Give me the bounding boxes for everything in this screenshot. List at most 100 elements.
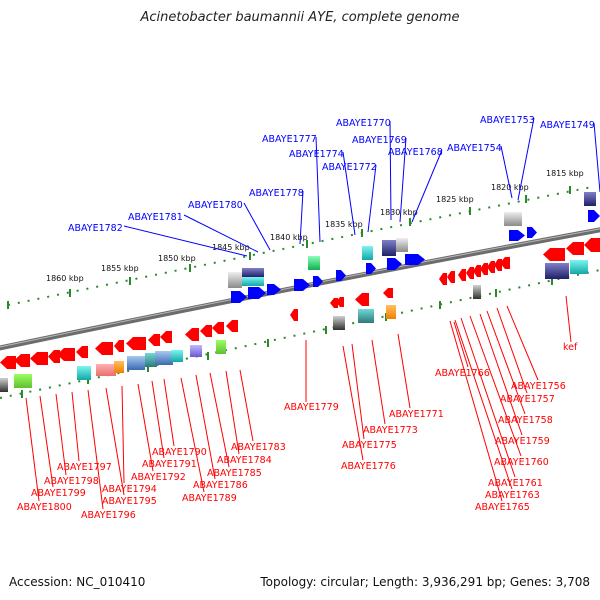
feature-box	[242, 268, 264, 277]
gene-label-abaye1776[interactable]: ABAYE1776	[341, 461, 396, 472]
leader-line	[449, 320, 503, 502]
leader-line	[315, 136, 321, 243]
leader-line	[351, 343, 365, 440]
forward-gene-arrow	[588, 210, 600, 222]
gene-label-abaye1757[interactable]: ABAYE1757	[500, 394, 555, 405]
map-title: Acinetobacter baumannii AYE, complete ge…	[140, 10, 460, 25]
leader-line	[460, 317, 516, 478]
kbp-label: 1850 kbp	[158, 254, 196, 263]
gene-labels: ABAYE1782 ABAYE1781 ABAYE1780 ABAYE1778 ABAY…	[17, 115, 595, 521]
feature-box	[386, 305, 396, 319]
forward-gene-arrow	[509, 230, 525, 241]
gene-label-abaye1791[interactable]: ABAYE1791	[142, 459, 197, 470]
reverse-gene-arrow	[383, 288, 393, 298]
gene-label-abaye1769[interactable]: ABAYE1769	[352, 135, 407, 146]
kbp-label: 1855 kbp	[101, 264, 139, 273]
kbp-label: 1845 kbp	[212, 243, 250, 252]
leader-line	[399, 137, 407, 223]
gene-label-abaye1798[interactable]: ABAYE1798	[44, 476, 99, 487]
reverse-gene-arrow	[458, 269, 466, 281]
leader-line	[411, 149, 443, 223]
gene-arrows	[0, 210, 600, 369]
forward-gene-arrow	[231, 291, 247, 303]
leader-line	[389, 120, 392, 221]
gene-label-abaye1775[interactable]: ABAYE1775	[342, 440, 397, 451]
gene-label-abaye1800[interactable]: ABAYE1800	[17, 502, 72, 513]
leader-line	[371, 339, 386, 425]
gene-label-abaye1759[interactable]: ABAYE1759	[495, 436, 550, 447]
reverse-gene-arrow	[500, 257, 510, 269]
gene-label-abaye1781[interactable]: ABAYE1781	[128, 212, 183, 223]
gene-label-abaye1792[interactable]: ABAYE1792	[131, 472, 186, 483]
gene-label-abaye1786[interactable]: ABAYE1786	[193, 480, 248, 491]
gene-label-abaye1777[interactable]: ABAYE1777	[262, 134, 317, 145]
gene-label-abaye1761[interactable]: ABAYE1761	[488, 478, 543, 489]
leader-line	[342, 345, 364, 461]
gene-label-kef[interactable]: kef	[563, 342, 578, 353]
reverse-gene-arrow	[160, 331, 172, 343]
gene-label-abaye1763[interactable]: ABAYE1763	[485, 490, 540, 501]
gene-label-abaye1795[interactable]: ABAYE1795	[102, 496, 157, 507]
leader-line	[342, 151, 356, 236]
gene-label-abaye1772[interactable]: ABAYE1772	[322, 162, 377, 173]
feature-box	[242, 277, 264, 286]
gene-label-abaye1770[interactable]: ABAYE1770	[336, 118, 391, 129]
gene-label-abaye1797[interactable]: ABAYE1797	[57, 462, 112, 473]
reverse-gene-arrow	[14, 354, 30, 367]
reverse-gene-arrow	[212, 322, 224, 334]
gene-label-abaye1753[interactable]: ABAYE1753	[480, 115, 535, 126]
gene-label-abaye1766[interactable]: ABAYE1766	[435, 368, 490, 379]
leader-line	[506, 305, 539, 381]
reverse-gene-arrow	[126, 337, 146, 350]
leader-line	[517, 117, 535, 201]
gene-label-abaye1749[interactable]: ABAYE1749	[540, 120, 595, 131]
leader-line	[454, 319, 513, 490]
reverse-gene-arrow	[566, 242, 584, 255]
reverse-gene-arrow	[114, 340, 124, 352]
gene-label-abaye1778[interactable]: ABAYE1778	[249, 188, 304, 199]
gene-label-abaye1773[interactable]: ABAYE1773	[363, 425, 418, 436]
feature-box	[127, 356, 145, 370]
gene-label-abaye1780[interactable]: ABAYE1780	[188, 200, 243, 211]
forward-gene-arrow	[267, 284, 281, 295]
gene-label-abaye1799[interactable]: ABAYE1799	[31, 488, 86, 499]
leader-line	[469, 315, 522, 457]
gene-label-abaye1779[interactable]: ABAYE1779	[284, 402, 339, 413]
gene-label-abaye1789[interactable]: ABAYE1789	[182, 493, 237, 504]
gene-label-abaye1774[interactable]: ABAYE1774	[289, 149, 344, 160]
gene-label-abaye1796[interactable]: ABAYE1796	[81, 510, 136, 521]
reverse-gene-arrow	[584, 238, 600, 252]
leader-line	[593, 122, 600, 193]
feature-box	[333, 316, 345, 330]
gene-label-abaye1783[interactable]: ABAYE1783	[231, 442, 286, 453]
gene-label-abaye1754[interactable]: ABAYE1754	[447, 143, 502, 154]
reverse-gene-arrow	[543, 248, 565, 261]
reverse-gene-arrow	[480, 263, 488, 275]
feature-box	[96, 364, 116, 376]
feature-box	[570, 260, 588, 274]
leader-line	[367, 164, 377, 233]
reverse-gene-arrow	[148, 334, 160, 346]
feature-box	[77, 366, 91, 380]
forward-gene-arrow	[294, 279, 310, 291]
gene-label-abaye1768[interactable]: ABAYE1768	[388, 147, 443, 158]
reverse-gene-arrow	[494, 259, 502, 271]
gene-label-abaye1794[interactable]: ABAYE1794	[102, 484, 157, 495]
gene-label-abaye1782[interactable]: ABAYE1782	[68, 223, 123, 234]
kbp-label: 1840 kbp	[270, 233, 308, 242]
gene-label-abaye1790[interactable]: ABAYE1790	[152, 447, 207, 458]
reverse-gene-arrow	[30, 352, 48, 365]
gene-label-abaye1785[interactable]: ABAYE1785	[207, 468, 262, 479]
gene-label-abaye1758[interactable]: ABAYE1758	[498, 415, 553, 426]
gene-label-abaye1760[interactable]: ABAYE1760	[494, 457, 549, 468]
gene-label-abaye1756[interactable]: ABAYE1756	[511, 381, 566, 392]
gene-label-abaye1771[interactable]: ABAYE1771	[389, 409, 444, 420]
feature-box	[584, 192, 596, 206]
feature-box	[216, 340, 226, 354]
gene-label-abaye1765[interactable]: ABAYE1765	[475, 502, 530, 513]
feature-box	[308, 256, 320, 270]
feature-box	[0, 378, 8, 392]
reverse-gene-arrow	[290, 309, 298, 321]
gene-label-abaye1784[interactable]: ABAYE1784	[217, 455, 272, 466]
